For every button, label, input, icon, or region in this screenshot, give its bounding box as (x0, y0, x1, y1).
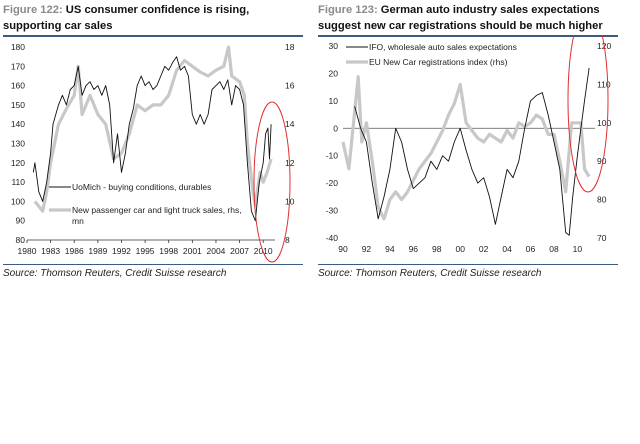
y2-tick-label: 14 (285, 119, 295, 129)
figure-title: Figure 122: US consumer confidence is ri… (3, 2, 303, 37)
legend-label: IFO, wholesale auto sales expectations (369, 42, 517, 52)
legend-label: New passenger car and light truck sales,… (72, 205, 242, 215)
y2-tick-label: 70 (597, 233, 607, 243)
y-tick-label: 150 (11, 100, 25, 110)
y2-tick-label: 18 (285, 42, 295, 52)
y-tick-label: -10 (326, 151, 339, 161)
series-line-lhs (354, 67, 590, 236)
series-line-lhs (32, 56, 272, 222)
x-tick-label: 1983 (41, 246, 60, 256)
y-tick-label: 90 (16, 216, 26, 226)
x-tick-label: 06 (526, 244, 536, 254)
x-tick-label: 2004 (206, 246, 225, 256)
y-tick-label: 180 (11, 42, 25, 52)
x-tick-label: 2007 (230, 246, 249, 256)
highlight-ellipse (253, 101, 291, 263)
y-tick-label: 30 (329, 41, 339, 51)
x-tick-label: 1998 (159, 246, 178, 256)
y-tick-label: 80 (16, 235, 26, 245)
x-tick-label: 04 (502, 244, 512, 254)
legend-label: EU New Car registrations index (rhs) (369, 57, 508, 67)
x-tick-label: 2001 (183, 246, 202, 256)
x-tick-label: 1989 (88, 246, 107, 256)
series-line-rhs (341, 75, 591, 221)
source-note: Source: Thomson Reuters, Credit Suisse r… (3, 264, 303, 279)
y-tick-label: 140 (11, 119, 25, 129)
x-tick-label: 94 (385, 244, 395, 254)
x-tick-label: 90 (338, 244, 348, 254)
legend-label: mn (72, 216, 84, 226)
x-tick-label: 00 (455, 244, 465, 254)
y-tick-label: 130 (11, 139, 25, 149)
figure-122: Figure 122: US consumer confidence is ri… (3, 0, 303, 279)
y-tick-label: 120 (11, 158, 25, 168)
y-tick-label: 110 (11, 177, 25, 187)
series-line-rhs (33, 45, 273, 213)
x-tick-label: 96 (409, 244, 419, 254)
y-tick-label: 160 (11, 81, 25, 91)
y2-tick-label: 90 (597, 156, 607, 166)
x-tick-label: 1986 (65, 246, 84, 256)
x-tick-label: 1992 (112, 246, 131, 256)
chart-us-confidence: 8090100110120130140150160170180810121416… (11, 42, 295, 263)
source-note: Source: Thomson Reuters, Credit Suisse r… (318, 264, 618, 279)
y-tick-label: 10 (329, 96, 339, 106)
figure-title: Figure 123: German auto industry sales e… (318, 2, 618, 37)
y2-tick-label: 16 (285, 81, 295, 91)
x-tick-label: 1995 (136, 246, 155, 256)
x-tick-label: 98 (432, 244, 442, 254)
highlight-ellipse (567, 36, 609, 193)
x-tick-label: 92 (362, 244, 372, 254)
y-tick-label: 100 (11, 196, 25, 206)
x-tick-label: 1980 (18, 246, 37, 256)
y-tick-label: 0 (333, 123, 338, 133)
y2-tick-label: 80 (597, 195, 607, 205)
y-tick-label: 170 (11, 61, 25, 71)
y2-tick-label: 8 (285, 235, 290, 245)
x-tick-label: 08 (549, 244, 559, 254)
legend-label: UoMich - buying conditions, durables (72, 182, 211, 192)
x-tick-label: 10 (573, 244, 583, 254)
y-tick-label: 20 (329, 68, 339, 78)
y2-tick-label: 110 (597, 79, 611, 89)
x-tick-label: 02 (479, 244, 489, 254)
figure-123: Figure 123: German auto industry sales e… (318, 0, 618, 279)
y-tick-label: -20 (326, 178, 339, 188)
y-tick-label: -30 (326, 206, 339, 216)
y-tick-label: -40 (326, 233, 339, 243)
y2-tick-label: 100 (597, 118, 611, 128)
